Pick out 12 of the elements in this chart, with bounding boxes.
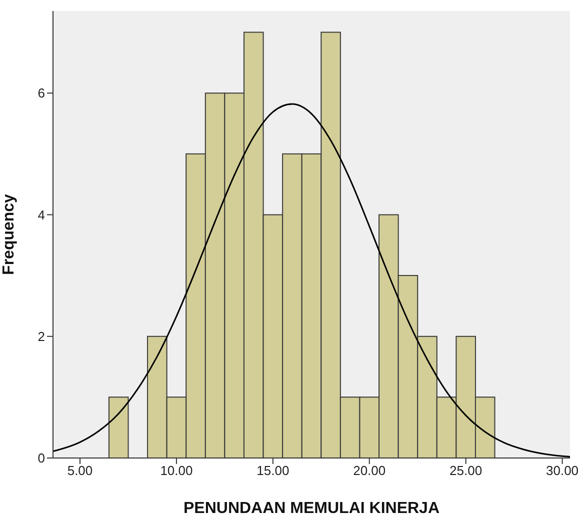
x-tick-label: 10.00 — [160, 463, 193, 478]
y-tick-label: 0 — [38, 450, 45, 466]
x-tick-label: 15.00 — [256, 463, 290, 478]
x-tick-label: 30.00 — [546, 463, 578, 478]
y-tick-label: 6 — [38, 86, 45, 101]
y-tick-label: 2 — [38, 328, 45, 344]
x-axis-title: PENUNDAAN MEMULAI KINERJA — [183, 500, 440, 515]
x-tick-label: 5.00 — [67, 463, 93, 478]
x-tick-label: 20.00 — [353, 463, 386, 478]
y-tick-label: 4 — [38, 207, 45, 222]
x-tick-label: 25.00 — [450, 463, 482, 478]
y-axis-title: Frequency — [0, 194, 18, 275]
